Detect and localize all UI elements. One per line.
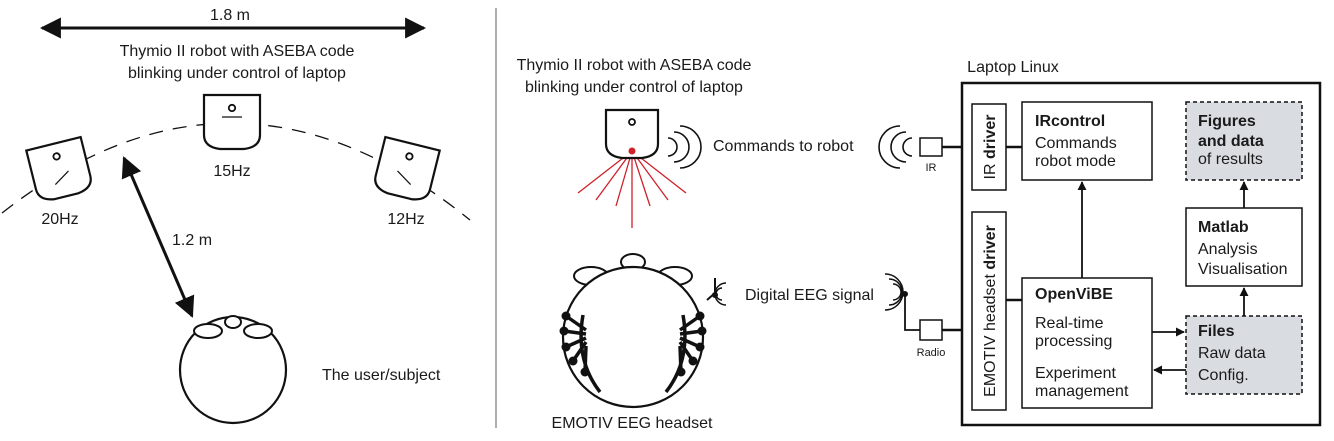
robot-ir-waves-icon	[667, 125, 702, 169]
commands-label: Commands to robot	[713, 138, 854, 155]
figures-line1: Figures	[1198, 113, 1256, 130]
led-icon	[628, 147, 636, 155]
left-robot-caption-line1: Thymio II robot with ASEBA code	[120, 43, 355, 60]
robot-main-icon	[604, 108, 660, 160]
files-line1: Raw data	[1198, 345, 1266, 362]
figures-line2: and data	[1198, 133, 1264, 150]
ir-label: IR	[926, 162, 937, 174]
robot-left-icon	[24, 135, 92, 201]
freq-left-label: 20Hz	[41, 211, 78, 228]
ircontrol-title: IRcontrol	[1035, 113, 1105, 130]
openvibe-line3: Experiment	[1035, 365, 1116, 382]
emotiv-driver-label: EMOTIV headset driver	[982, 225, 999, 397]
ir-driver-label: IR driver	[982, 115, 999, 180]
user-distance-label: 1.2 m	[172, 232, 212, 249]
laptop-label: Laptop Linux	[967, 59, 1059, 76]
user-head-icon	[178, 315, 288, 425]
matlab-line2: Visualisation	[1198, 261, 1288, 278]
freq-right-label: 12Hz	[387, 211, 424, 228]
openvibe-box	[1021, 277, 1153, 409]
ir-transceiver-icon	[919, 137, 943, 157]
ir-transceiver-waves-icon	[878, 125, 913, 169]
ir-driver-box	[971, 103, 1007, 191]
matlab-title: Matlab	[1198, 219, 1249, 236]
freq-center-label: 15Hz	[213, 163, 250, 180]
ircontrol-line2: robot mode	[1035, 153, 1116, 170]
robot-led-rays	[577, 150, 687, 228]
openvibe-title: OpenViBE	[1035, 286, 1113, 303]
files-line2: Config.	[1198, 367, 1249, 384]
right-robot-caption-line1: Thymio II robot with ASEBA code	[517, 57, 752, 74]
radio-waves-icon	[884, 273, 904, 311]
radio-antenna-line	[904, 294, 920, 331]
ircontrol-box	[1021, 101, 1153, 181]
right-robot-caption-line2: blinking under control of laptop	[525, 79, 743, 96]
openvibe-line4: management	[1035, 383, 1129, 400]
openvibe-line1: Real-time	[1035, 315, 1104, 332]
eeg-signal-label: Digital EEG signal	[745, 287, 874, 304]
robot-center-icon	[202, 93, 262, 151]
headset-label: EMOTIV EEG headset	[552, 415, 714, 432]
files-title: Files	[1198, 323, 1235, 340]
figures-line3: of results	[1198, 151, 1263, 168]
robot-right-icon	[374, 135, 442, 201]
openvibe-line2: processing	[1035, 333, 1112, 350]
radio-label: Radio	[917, 347, 946, 359]
radio-receiver-icon	[919, 319, 943, 341]
left-robot-caption-line2: blinking under control of laptop	[128, 65, 346, 82]
files-box	[1185, 315, 1303, 395]
eeg-headset-icon	[559, 253, 727, 409]
user-label: The user/subject	[322, 367, 441, 384]
ircontrol-line1: Commands	[1035, 135, 1117, 152]
user-distance-arrow	[121, 156, 195, 318]
right-panel: Thymio II robot with ASEBA code blinking…	[517, 57, 1322, 432]
matlab-box	[1185, 207, 1303, 287]
figures-box	[1185, 101, 1303, 181]
width-distance-label: 1.8 m	[210, 7, 250, 24]
emotiv-driver-box	[971, 211, 1007, 411]
matlab-line1: Analysis	[1198, 241, 1258, 258]
left-panel: 1.8 m Thymio II robot with ASEBA code bl…	[1, 7, 471, 425]
